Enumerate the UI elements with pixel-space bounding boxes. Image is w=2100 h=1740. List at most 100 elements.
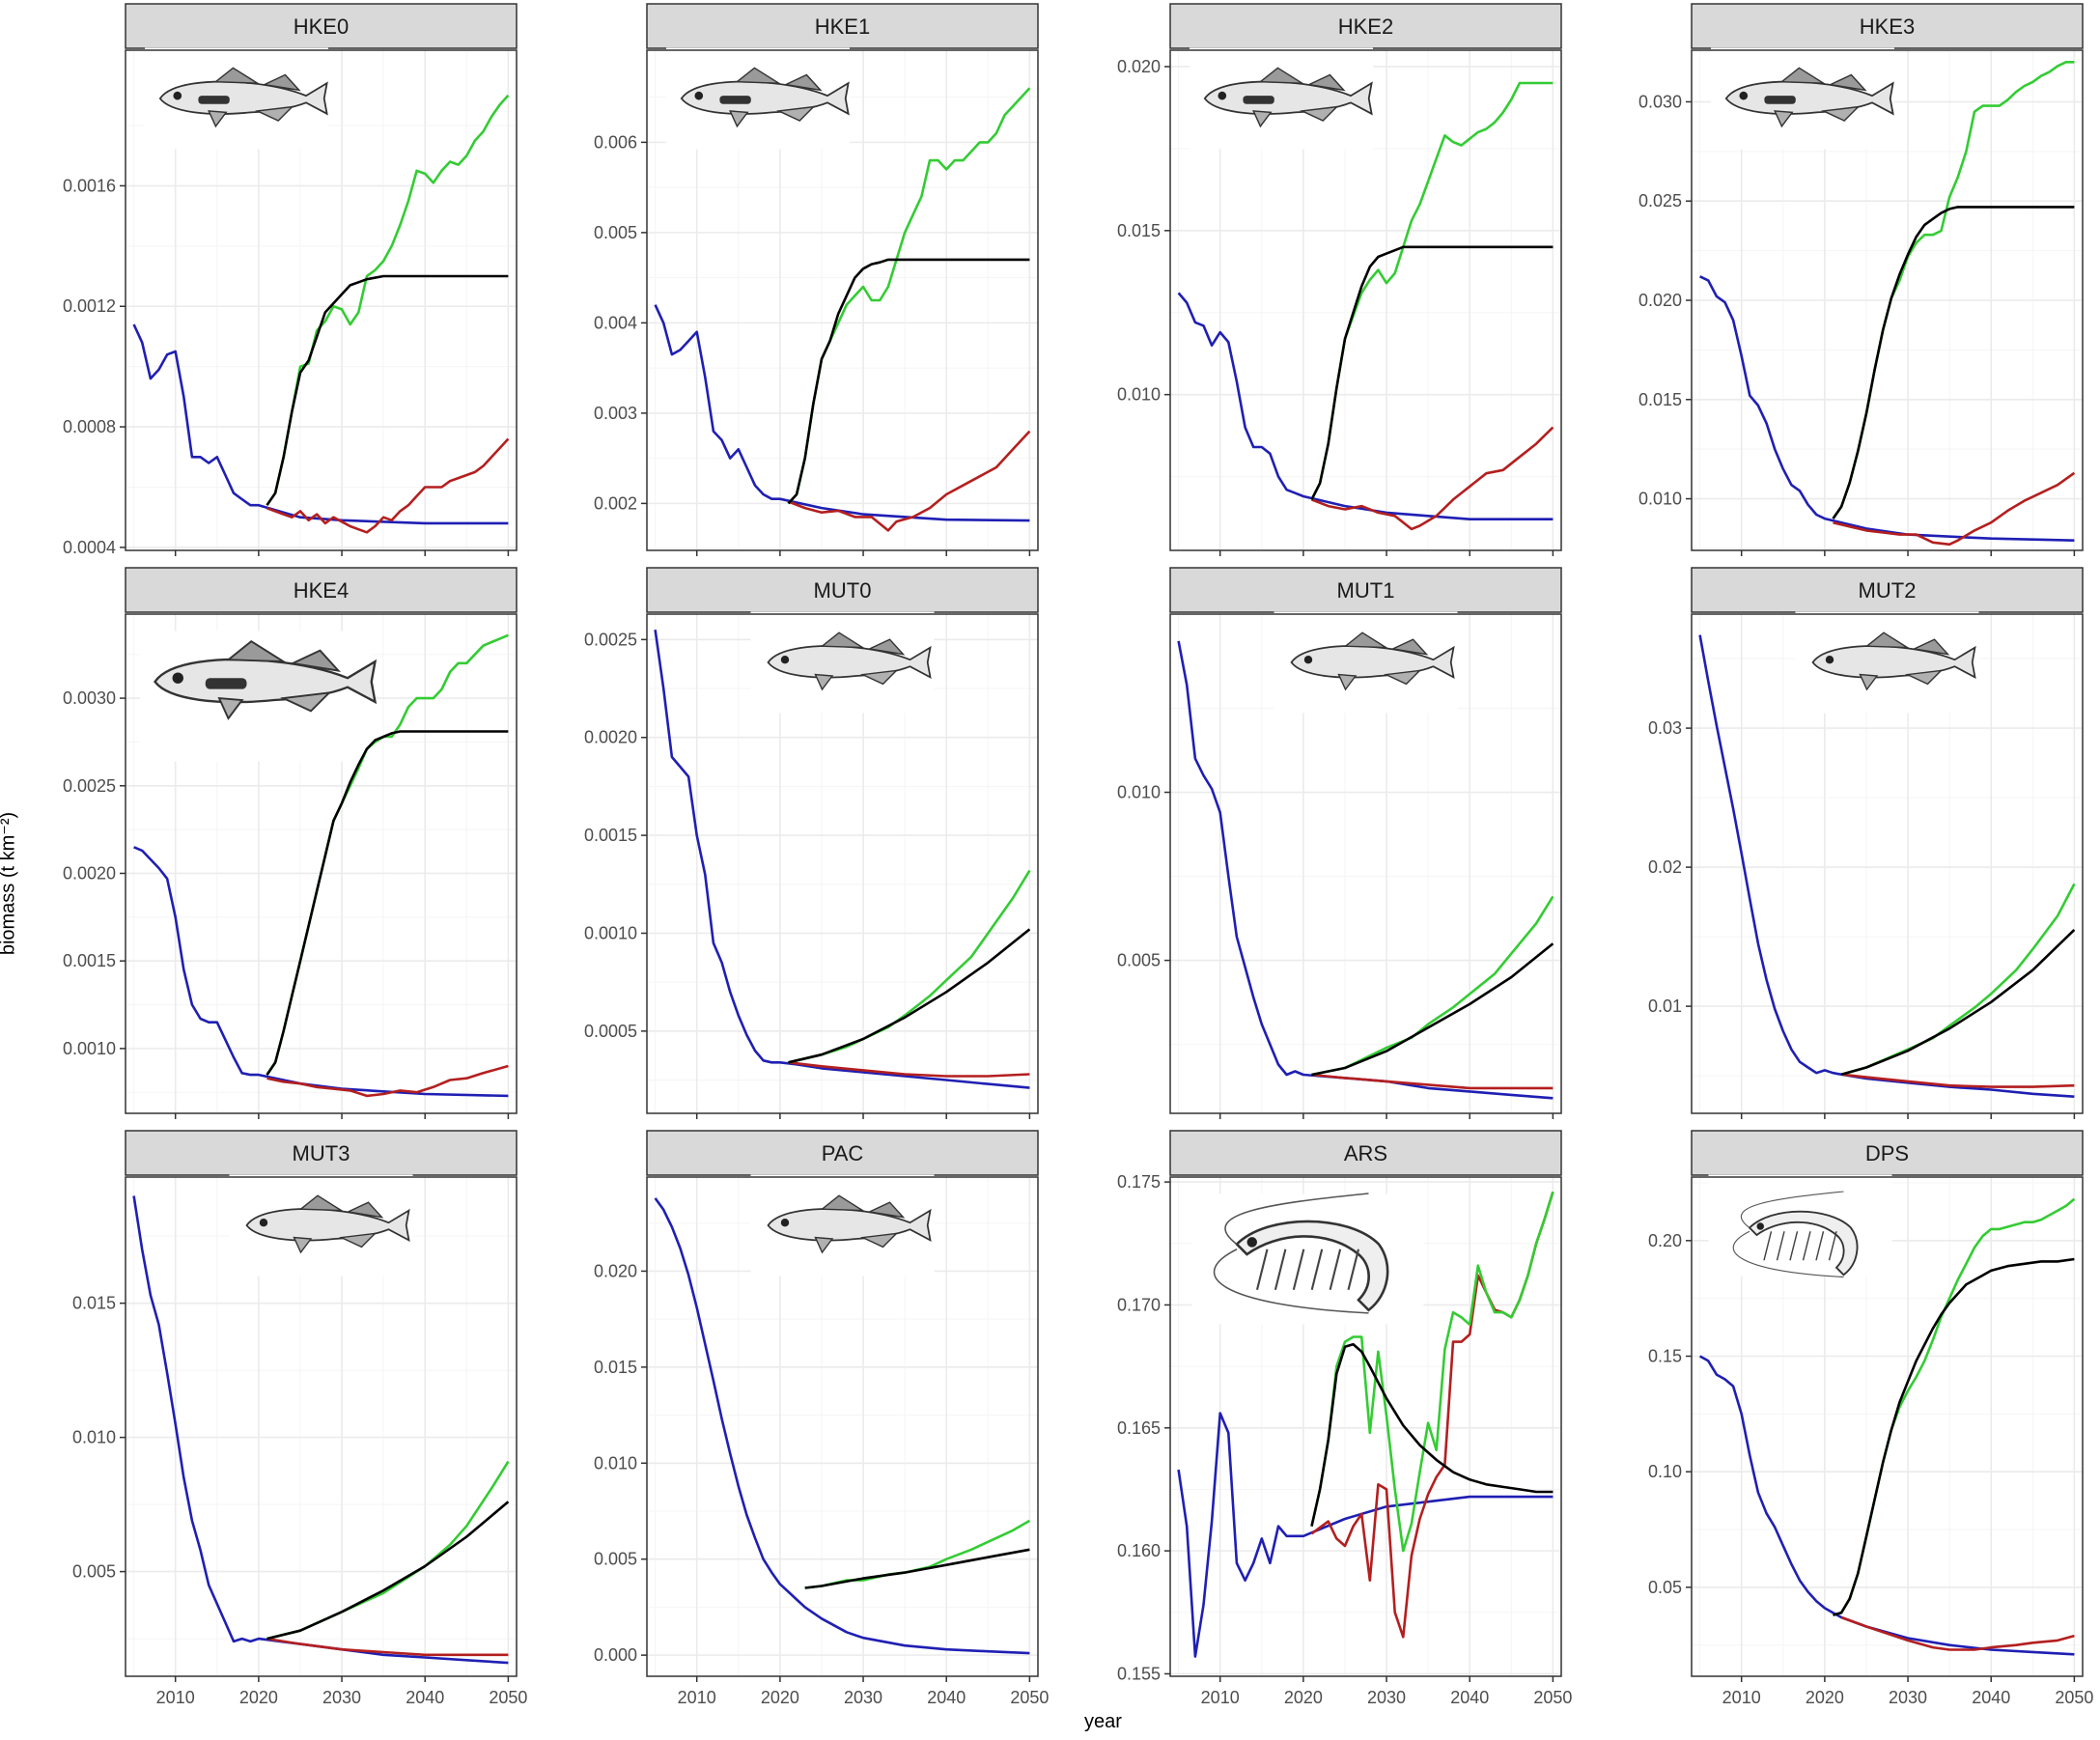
x-tick-label: 2050: [1533, 1688, 1572, 1707]
x-tick-label: 2050: [2055, 1688, 2093, 1707]
series-line: [788, 869, 1031, 1064]
shrimp-icon-leg: [1292, 1249, 1305, 1291]
panel-hke1: HKE1 0.002 0.003 0.004 0.005 0.006: [594, 3, 1039, 556]
y-tick-label: 0.05: [1648, 1578, 1682, 1597]
y-tick-label: 0.020: [1117, 57, 1161, 76]
hake-fish-icon-dorsal-fin: [735, 67, 823, 92]
x-tick-label: 2010: [1201, 1688, 1240, 1707]
y-tick-label: 0.0004: [63, 538, 116, 557]
facet-title: MUT1: [1337, 578, 1395, 603]
shrimp-icon-leg: [1763, 1231, 1773, 1261]
red-mullet-icon-dorsal-fin: [820, 631, 906, 656]
y-tick-label: 0.0030: [63, 688, 116, 708]
hake-fish-icon-stripe: [205, 678, 247, 689]
shrimp-icon-antennae: [1732, 1191, 1844, 1278]
hake-fish-icon-stripe: [719, 96, 751, 104]
y-tick-label: 0.010: [1638, 490, 1682, 509]
series-line: [788, 430, 1031, 532]
series-line: [1698, 1355, 2075, 1656]
shrimp-icon-leg: [1347, 1249, 1360, 1291]
facet-strip: [646, 1130, 1039, 1176]
y-tick-label: 0.020: [1638, 291, 1682, 310]
y-tick-label: 0.170: [1117, 1295, 1161, 1314]
panel-border: [125, 1176, 518, 1677]
series-line: [132, 323, 509, 525]
y-tick-label: 0.0015: [63, 951, 116, 970]
y-tick-label: 0.025: [1638, 191, 1682, 210]
y-tick-label: 0.0010: [584, 923, 637, 942]
facet-strip: [125, 3, 518, 49]
facet-title: DPS: [1865, 1141, 1909, 1165]
y-tick-label: 0.000: [594, 1645, 637, 1665]
red-mullet-icon-ventral-fin: [1859, 669, 1944, 691]
y-tick-label: 0.005: [594, 223, 637, 242]
series-line: [788, 928, 1031, 1064]
shrimp-icon-leg: [1310, 1249, 1324, 1291]
hake-fish-icon-ventral-fin: [217, 691, 332, 720]
y-tick-label: 0.155: [1117, 1664, 1161, 1683]
shrimp-icon-leg: [1255, 1249, 1269, 1291]
panel-hke3: HKE3 0.010 0.015 0.020 0.025 0.030: [1638, 3, 2084, 556]
icon-backdrop: [1708, 1174, 1892, 1277]
y-tick-label: 0.175: [1117, 1172, 1161, 1192]
y-tick-label: 0.0016: [63, 176, 116, 195]
series-line: [266, 730, 509, 1076]
hake-fish-icon-eye: [173, 91, 182, 100]
hake-fish-icon: [680, 67, 850, 128]
series-line: [266, 1460, 510, 1641]
panel-border: [646, 1176, 1039, 1677]
pandora-fish-icon: [767, 1194, 932, 1254]
red-mullet-icon-ventral-fin: [1337, 669, 1422, 691]
facet-strip: [1169, 1130, 1562, 1176]
y-tick-label: 0.0008: [63, 417, 116, 436]
y-tick-label: 0.0015: [584, 826, 637, 845]
hake-fish-icon-eye: [172, 672, 183, 684]
shrimp-icon-leg: [1274, 1249, 1287, 1291]
red-mullet-icon: [1811, 631, 1976, 691]
red-mullet-icon: [1290, 631, 1455, 691]
y-tick-label: 0.0012: [63, 296, 116, 316]
panel-mut2: MUT2 0.01 0.02 0.03: [1648, 567, 2084, 1119]
x-tick-label: 2010: [1722, 1688, 1761, 1707]
hake-fish-icon-dorsal-fin: [1779, 67, 1867, 92]
series-line: [787, 258, 1030, 505]
red-mullet-icon-eye: [1825, 656, 1834, 664]
red-mullet-icon-ventral-fin: [293, 1232, 378, 1254]
red-mullet-icon-dorsal-fin: [298, 1194, 384, 1219]
series-line: [787, 87, 1031, 505]
panel-dps: DPS 0.05 0.10 0.15 0.20 2010 2020 2030 2040 2050: [1648, 1130, 2093, 1707]
shrimp-icon-leg: [1815, 1231, 1825, 1261]
hake-fish-icon-ventral-fin: [729, 105, 816, 128]
x-tick-label: 2010: [156, 1688, 195, 1707]
series-line: [133, 846, 509, 1098]
red-mullet-icon: [245, 1194, 410, 1254]
shrimp-icon-body: [1235, 1220, 1389, 1312]
series-line: [654, 1197, 1030, 1655]
facet-title: HKE2: [1338, 14, 1393, 39]
hake-fish-icon-ventral-fin: [1252, 105, 1339, 128]
shrimp-icon: [1213, 1193, 1389, 1314]
series-line: [1177, 640, 1554, 1100]
x-tick-label: 2040: [1972, 1688, 2010, 1707]
shrimp-icon-antennae: [1213, 1193, 1369, 1314]
series-line: [266, 1637, 509, 1657]
facet-strip: [1169, 567, 1562, 613]
y-tick-label: 0.010: [72, 1428, 116, 1447]
hake-fish-icon-eye: [1218, 91, 1227, 100]
facet-title: HKE4: [294, 578, 349, 603]
series-line: [266, 1064, 509, 1098]
hake-fish-icon-eye: [1739, 91, 1749, 100]
y-tick-label: 0.20: [1648, 1231, 1682, 1250]
series-line: [132, 1195, 509, 1665]
shrimp-icon-leg: [1828, 1231, 1837, 1261]
series-line: [1833, 471, 2076, 547]
y-tick-label: 0.005: [594, 1550, 637, 1569]
red-mullet-icon-eye: [259, 1219, 268, 1227]
y-tick-label: 0.0005: [584, 1022, 637, 1041]
x-tick-label: 2050: [489, 1688, 527, 1707]
y-tick-label: 0.165: [1117, 1418, 1161, 1438]
facet-title: MUT0: [814, 578, 872, 603]
x-tick-label: 2020: [239, 1688, 278, 1707]
y-tick-label: 0.020: [594, 1261, 637, 1280]
